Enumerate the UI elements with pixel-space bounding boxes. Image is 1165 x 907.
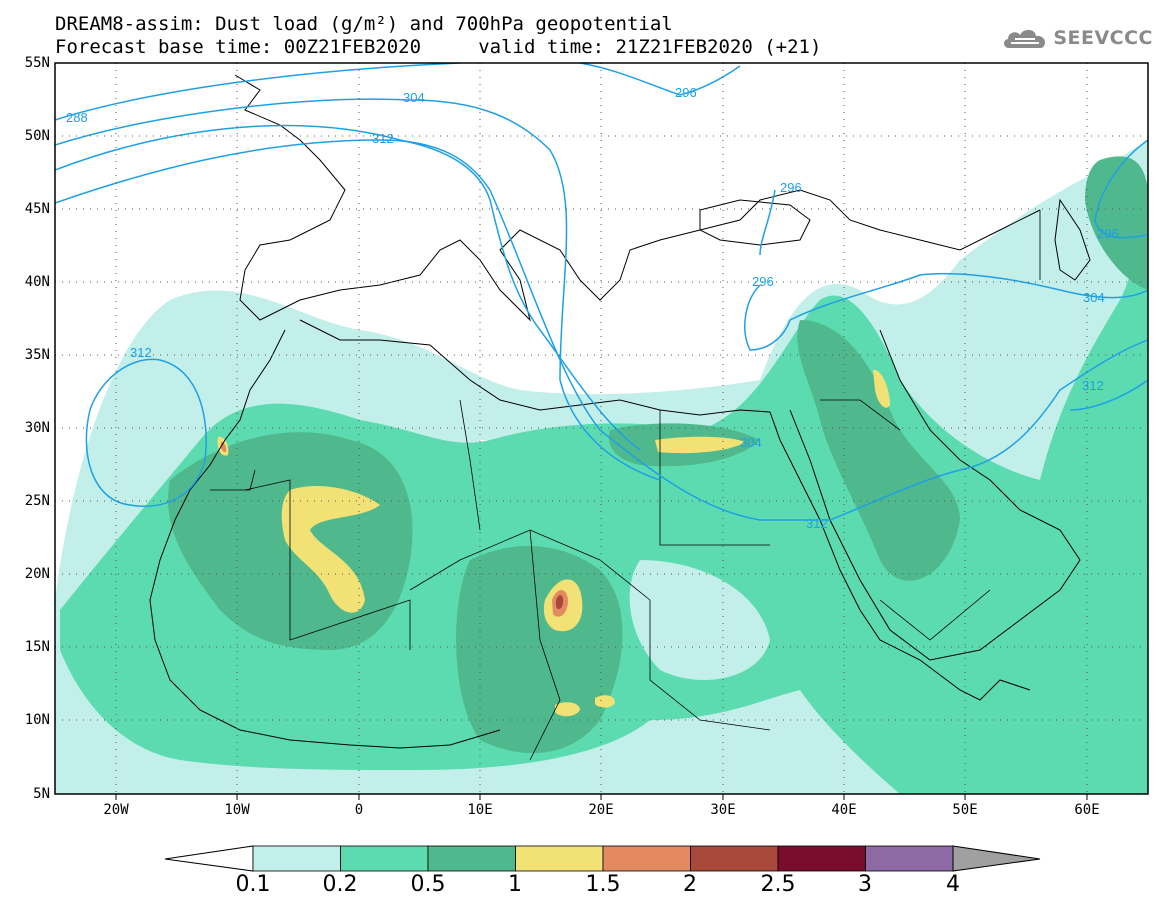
contour-label: 296: [675, 85, 697, 100]
lat-label: 25N: [24, 493, 50, 509]
contour-label: 304: [740, 435, 762, 450]
lon-label: 30E: [710, 802, 736, 818]
contour-labels: 288 304 312 296 296 296 296 304 312 304 …: [66, 85, 1119, 531]
seevccc-logo: SEEVCCC: [1001, 24, 1153, 52]
colorbar-label: 2: [683, 872, 697, 897]
border-line: [459, 399, 481, 531]
colorbar-label: 0.5: [410, 872, 446, 897]
contour-line: [85, 358, 207, 507]
contour-label: 304: [1083, 290, 1105, 305]
colorbar-label: 1: [508, 872, 522, 897]
lat-label: 40N: [24, 274, 50, 290]
colorbar-swatch: [515, 845, 604, 872]
colorbar-label: 4: [946, 872, 960, 897]
lon-label: 10E: [467, 802, 493, 818]
colorbar-label: 0.1: [235, 872, 271, 897]
lat-label: 10N: [24, 712, 50, 728]
lon-label: 20W: [103, 802, 129, 818]
colorbar-label: 3: [858, 872, 872, 897]
red-sea-coast: [769, 411, 1031, 701]
contour-line: [579, 63, 741, 96]
lon-label: 20E: [588, 802, 614, 818]
africa-coastline: [149, 329, 501, 749]
contour-label: 312: [130, 345, 152, 360]
lat-label: 30N: [24, 420, 50, 436]
dust-band-0-5: [456, 546, 623, 754]
contour-line: [759, 189, 776, 256]
colorbar-label: 1.5: [585, 872, 621, 897]
geopotential-contours: [55, 63, 1148, 521]
coastlines: [149, 74, 1091, 749]
colorbar: [164, 845, 1041, 872]
map-title-line2: Forecast base time: 00Z21FEB2020 valid t…: [55, 36, 822, 58]
colorbar-over-arrow: [952, 845, 1041, 872]
dust-band-1: [873, 369, 890, 408]
lat-label: 5N: [33, 786, 50, 802]
dust-band-0-5: [797, 320, 960, 581]
lon-label: 0: [354, 802, 364, 818]
border-line: [659, 410, 770, 546]
dust-band-1: [655, 436, 745, 454]
contour-line: [55, 124, 641, 451]
colorbar-label: 0.2: [322, 872, 358, 897]
lon-label: 10W: [224, 802, 250, 818]
arabia-coast: [789, 329, 1081, 661]
border-line: [820, 399, 901, 431]
lat-label: 45N: [24, 201, 50, 217]
black-sea-coast: [699, 199, 811, 246]
dust-band-1: [595, 695, 615, 708]
border-line: [210, 469, 256, 491]
lon-label: 60E: [1074, 802, 1100, 818]
border-line: [244, 479, 411, 650]
border-line: [649, 600, 771, 731]
axis-ticks: [115, 794, 1088, 800]
dust-band-1: [555, 702, 580, 717]
colorbar-swatch: [340, 845, 429, 872]
lat-label: 50N: [24, 128, 50, 144]
dust-band-2: [556, 594, 564, 610]
country-borders: [210, 210, 1041, 761]
contour-line: [55, 98, 661, 481]
lat-label: 15N: [24, 639, 50, 655]
logo-text: SEEVCCC: [1053, 27, 1153, 49]
graticule: [55, 63, 1148, 794]
north-africa-coast: [299, 319, 771, 416]
lon-label: 40E: [831, 802, 857, 818]
contour-label: 312: [372, 131, 394, 146]
border-line: [879, 589, 991, 641]
contour-line: [789, 272, 1148, 321]
colorbar-label: 2.5: [760, 872, 796, 897]
lat-label: 20N: [24, 566, 50, 582]
caspian-coast: [1054, 198, 1091, 281]
border-line: [529, 529, 561, 761]
lat-label: 35N: [24, 347, 50, 363]
dust-band-0-5: [1085, 156, 1148, 290]
europe-coastline: [234, 74, 1041, 322]
lat-label: 55N: [24, 55, 50, 71]
contour-label: 296: [780, 180, 802, 195]
colorbar-swatch: [252, 845, 341, 872]
contour-line: [55, 63, 461, 121]
contour-line: [744, 284, 791, 351]
contour-line: [1094, 139, 1148, 239]
contour-label: 288: [66, 110, 88, 125]
colorbar-swatch: [427, 845, 516, 872]
contour-label: 312: [1082, 378, 1104, 393]
colorbar-swatch: [602, 845, 691, 872]
cloud-logo-icon: [1004, 29, 1046, 48]
colorbar-swatch: [865, 845, 954, 872]
contour-label: 312: [806, 516, 828, 531]
dust-free-area: [629, 560, 770, 680]
contour-label: 304: [403, 90, 425, 105]
contour-line: [1069, 379, 1148, 411]
lon-label: 50E: [952, 802, 978, 818]
colorbar-swatch: [690, 845, 779, 872]
contour-label: 296: [1097, 226, 1119, 241]
dust-band-1: [281, 485, 380, 613]
colorbar-under-arrow: [164, 845, 254, 872]
colorbar-swatch: [777, 845, 866, 872]
map-title-line1: DREAM8-assim: Dust load (g/m²) and 700hP…: [55, 13, 673, 35]
contour-line: [55, 139, 1148, 521]
